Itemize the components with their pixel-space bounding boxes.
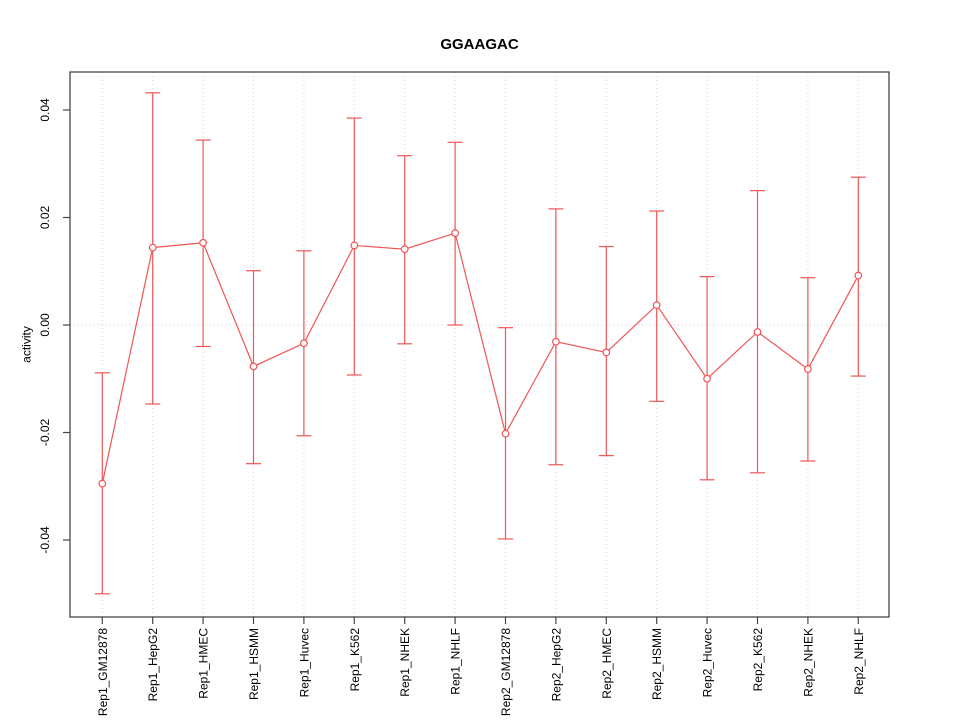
data-point-marker [552,337,560,346]
x-tick-label: Rep2_HMEC [600,628,614,699]
data-point-marker [602,348,611,357]
data-point-marker [300,339,308,348]
x-tick-label: Rep1_HepG2 [146,628,160,702]
data-point-marker [804,365,812,373]
y-tick-label: 0.04 [38,98,52,122]
x-tick-label: Rep1_NHLF [449,628,463,695]
x-tick-label: Rep1_HSMM [247,628,261,700]
x-tick-label: Rep2_Huvec [701,628,715,697]
plot-frame [69,71,890,618]
x-tick-label: Rep1_NHEK [398,628,412,697]
data-point-marker [652,301,661,310]
y-axis-label: activity [20,326,34,363]
chart-title: GGAAGAC [440,36,519,53]
y-tick-label: 0.02 [38,205,52,229]
x-tick-label: Rep1_HMEC [197,628,211,699]
data-point-marker [451,229,460,237]
data-point-marker [98,479,107,488]
data-point-marker [703,374,711,383]
y-tick-label: -0.02 [38,419,52,447]
data-point-marker [501,429,510,438]
x-tick-label: Rep2_NHLF [852,628,866,695]
x-tick-label: Rep1_Huvec [297,628,311,697]
x-tick-label: Rep2_HSMM [650,628,664,700]
data-point-marker [854,271,863,280]
grid-layer [70,72,889,617]
data-point-marker [400,245,409,254]
data-series [94,92,866,595]
y-tick-label: -0.04 [38,526,52,554]
x-tick-label: Rep2_GM12878 [499,628,513,716]
data-point-marker [350,241,359,250]
data-point-marker [199,238,208,247]
x-tick-label: Rep2_NHEK [801,628,815,697]
x-tick-label: Rep2_K562 [751,628,765,692]
x-tick-label: Rep1_GM12878 [96,628,110,716]
axis-layer: 0.04 0.02 0.00 -0.02 -0.04 Rep1_GM12878 Rep1_H… [38,71,890,716]
data-point-marker [148,243,157,252]
x-tick-label: Rep2_HepG2 [549,628,563,702]
x-tick-label: Rep1_K562 [348,628,362,692]
y-tick-label: 0.00 [38,313,52,337]
data-point-marker [249,362,258,371]
data-point-marker [753,328,762,336]
series-line [101,232,859,484]
